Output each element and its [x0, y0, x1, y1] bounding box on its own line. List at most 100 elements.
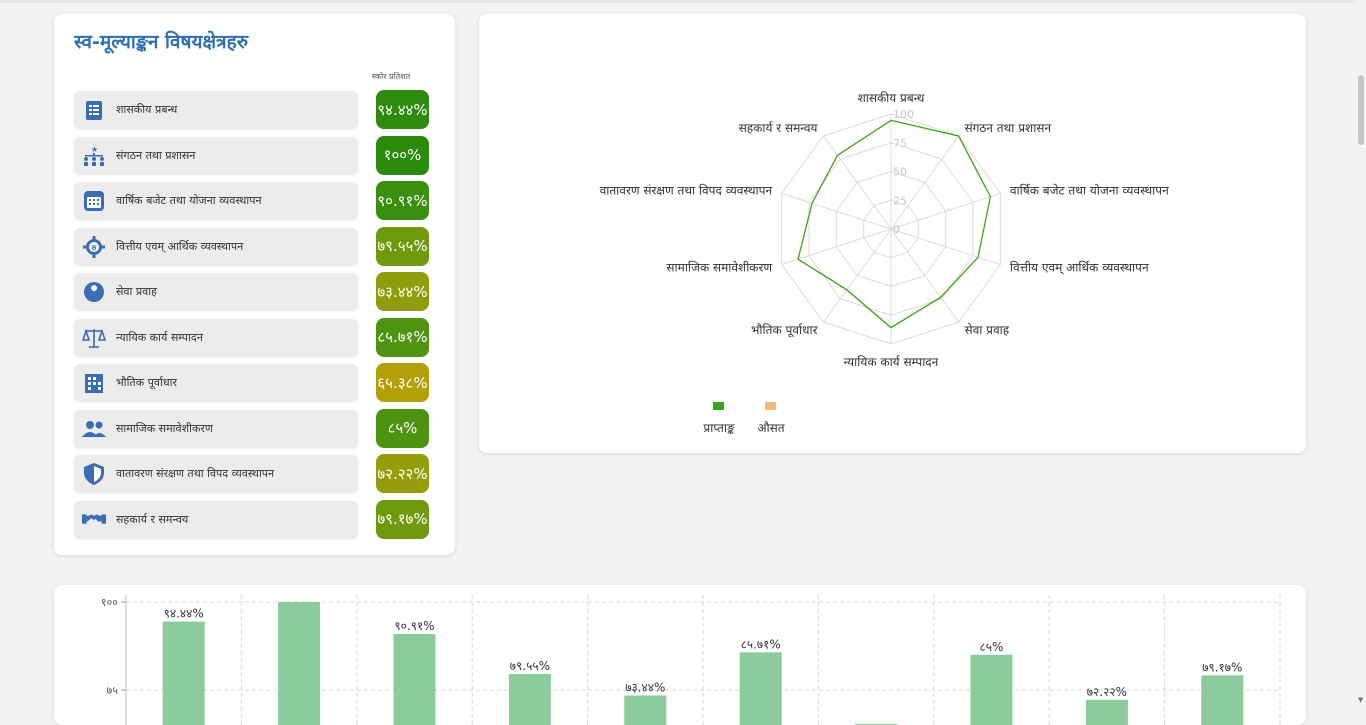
- assessment-row[interactable]: शासकीय प्रबन्ध ९४.४४%: [74, 90, 429, 129]
- bar: [739, 652, 782, 725]
- card-title: स्व-मूल्याङ्कन विषयक्षेत्रहरु: [74, 31, 249, 53]
- assessment-label: वार्षिक बजेट तथा योजना व्यवस्थापन: [116, 194, 262, 207]
- radar-tick-label: 0: [893, 223, 900, 236]
- bar: [278, 602, 321, 725]
- radar-axis-label: भौतिक पूर्वाधार: [751, 323, 819, 338]
- assessment-label: वित्तीय एवम् आर्थिक व्यवस्थापन: [116, 239, 244, 253]
- radar-spoke: [781, 228, 892, 266]
- bar-data-label: ७२.२२%: [1087, 685, 1127, 699]
- radar-axis-label: सामाजिक समावेशीकरण: [666, 261, 772, 275]
- scroll-down-arrow[interactable]: ▼: [1358, 696, 1364, 704]
- assessment-row[interactable]: भौतिक पूर्वाधार ६५.३८%: [74, 363, 429, 402]
- score-badge: ७३.४४%: [376, 272, 429, 311]
- radar-axis-label: वार्षिक बजेट तथा योजना व्यवस्थापन: [1010, 183, 1169, 197]
- assessment-row[interactable]: सेवा प्रवाह ७३.४४%: [74, 272, 429, 311]
- bar-data-label: ८५%: [980, 640, 1004, 654]
- bar-data-label: ८५.७१%: [741, 637, 781, 651]
- radar-series-line: [797, 119, 992, 329]
- page-scrollbar[interactable]: ▼: [1356, 0, 1366, 706]
- radar-axis-label: वातावरण संरक्षण तथा विपद व्यवस्थापन: [600, 183, 773, 197]
- score-badge: ९०.९१%: [376, 181, 429, 220]
- radar-axis-label: सहकार्य र समन्वय: [739, 121, 819, 135]
- score-badge: ७९.५५%: [376, 226, 429, 266]
- bar-chart-card: १०० ७५ ९४.४४% ९०.९१% ७९.५५% ७३.४४% ८५.७१% ८५% ७२…: [54, 585, 1306, 725]
- assessment-row[interactable]: न्यायिक कार्य सम्पादन ८५.७१%: [74, 317, 429, 357]
- self-assessment-card: स्व-मूल्याङ्कन विषयक्षेत्रहरु स्कोर प्रत…: [54, 14, 455, 555]
- score-badge: ८५.७१%: [376, 317, 429, 357]
- radar-axis-label: संगठन तथा प्रशासन: [964, 121, 1051, 135]
- radar-spoke: [890, 228, 1001, 266]
- assessment-label: भौतिक पूर्वाधार: [116, 376, 177, 389]
- radar-axis-label: वित्तीय एवम् आर्थिक व्यवस्थापन: [1010, 261, 1149, 276]
- radar-spoke: [890, 135, 959, 230]
- bar-data-label: ७९.१७%: [1202, 660, 1242, 674]
- assessment-label-box[interactable]: सेवा प्रवाह: [74, 273, 358, 310]
- assessment-label-box[interactable]: शासकीय प्रबन्ध: [74, 91, 358, 128]
- assessment-label: सामाजिक समावेशीकरण: [116, 421, 213, 435]
- score-column-header: स्कोर प्रतिशत: [371, 72, 411, 81]
- bar-data-label: ९०.९१%: [394, 619, 434, 633]
- radar-tick-label: 25: [893, 194, 907, 207]
- assessment-row[interactable]: सहकार्य र समन्वय ७९.१७%: [74, 499, 429, 539]
- assessment-label-box[interactable]: ★ संगठन तथा प्रशासन: [74, 136, 358, 174]
- top-border: [0, 0, 1366, 3]
- score-badge: ७२.२२%: [376, 454, 429, 493]
- assessment-label-box[interactable]: सामाजिक समावेशीकरण: [74, 409, 358, 447]
- assessment-label: न्यायिक कार्य सम्पादन: [116, 330, 203, 344]
- bar-y-tick-label: ७५: [107, 684, 119, 697]
- svg-text:रु: रु: [91, 243, 98, 252]
- bar: [624, 695, 667, 725]
- assessment-label-box[interactable]: सहकार्य र समन्वय: [74, 500, 358, 538]
- people-icon: [82, 417, 106, 441]
- radar-spoke: [781, 192, 892, 230]
- radar-axis-label: शासकीय प्रबन्ध: [858, 91, 925, 105]
- bar-chart: १०० ७५ ९४.४४% ९०.९१% ७९.५५% ७३.४४% ८५.७१% ८५% ७२…: [101, 595, 1281, 725]
- radar-tick-label: 75: [893, 137, 907, 150]
- assessment-row[interactable]: रु वित्तीय एवम् आर्थिक व्यवस्थापन ७९.५५%: [74, 226, 429, 266]
- radar-spoke: [823, 135, 892, 230]
- score-badge: ८५%: [376, 408, 429, 448]
- assessment-label-box[interactable]: भौतिक पूर्वाधार: [74, 364, 358, 401]
- assessment-label-box[interactable]: वार्षिक बजेट तथा योजना व्यवस्थापन: [74, 182, 358, 219]
- radar-chart: 0 25 50 75 100 शासकीय प्रबन्ध संगठन तथा प्रशास…: [600, 91, 1170, 435]
- radar-chart-card: 0 25 50 75 100 शासकीय प्रबन्ध संगठन तथा प्रशास…: [479, 14, 1306, 453]
- assessment-label-box[interactable]: वातावरण संरक्षण तथा विपद व्यवस्थापन: [74, 455, 358, 492]
- bar-data-label: ९४.४४%: [164, 607, 204, 621]
- legend-swatch: [765, 402, 776, 410]
- handshake-icon: [82, 508, 106, 532]
- assessment-label: वातावरण संरक्षण तथा विपद व्यवस्थापन: [116, 467, 275, 480]
- clipboard-list-icon: [82, 98, 106, 122]
- radar-tick-label: 50: [893, 166, 907, 179]
- org-chart-icon: ★: [82, 144, 106, 168]
- score-badge: ७९.१७%: [376, 499, 429, 539]
- assessment-label: सेवा प्रवाह: [116, 285, 157, 298]
- svg-text:★: ★: [91, 145, 98, 154]
- bar: [508, 673, 551, 725]
- bar-data-label: ७९.५५%: [510, 659, 550, 673]
- wrench-icon: [82, 280, 106, 304]
- assessment-label: संगठन तथा प्रशासन: [116, 148, 196, 162]
- score-badge: ६५.३८%: [376, 363, 429, 402]
- scrollbar-thumb[interactable]: [1358, 75, 1364, 145]
- radar-spoke: [890, 228, 959, 323]
- assessment-row[interactable]: वातावरण संरक्षण तथा विपद व्यवस्थापन ७२.२२…: [74, 454, 429, 493]
- calendar-icon: [82, 189, 106, 213]
- bar: [970, 654, 1013, 725]
- assessment-row[interactable]: सामाजिक समावेशीकरण ८५%: [74, 408, 429, 448]
- legend-swatch: [713, 402, 724, 410]
- score-badge: १००%: [376, 135, 429, 175]
- assessment-row[interactable]: ★ संगठन तथा प्रशासन १००%: [74, 135, 429, 175]
- assessment-row[interactable]: वार्षिक बजेट तथा योजना व्यवस्थापन ९०.९१%: [74, 181, 429, 220]
- building-icon: [82, 371, 106, 395]
- scales-icon: [82, 326, 106, 350]
- bar: [393, 633, 436, 725]
- legend-label: प्राप्ताङ्क: [703, 421, 735, 435]
- bar: [162, 621, 205, 725]
- bar: [1201, 675, 1244, 725]
- assessment-label-box[interactable]: न्यायिक कार्य सम्पादन: [74, 318, 358, 356]
- assessment-label-box[interactable]: रु वित्तीय एवम् आर्थिक व्यवस्थापन: [74, 227, 358, 265]
- bar: [1085, 699, 1128, 725]
- radar-spoke: [890, 192, 1001, 230]
- score-badge: ९४.४४%: [376, 90, 429, 129]
- radar-axis-label: न्यायिक कार्य सम्पादन: [844, 355, 939, 369]
